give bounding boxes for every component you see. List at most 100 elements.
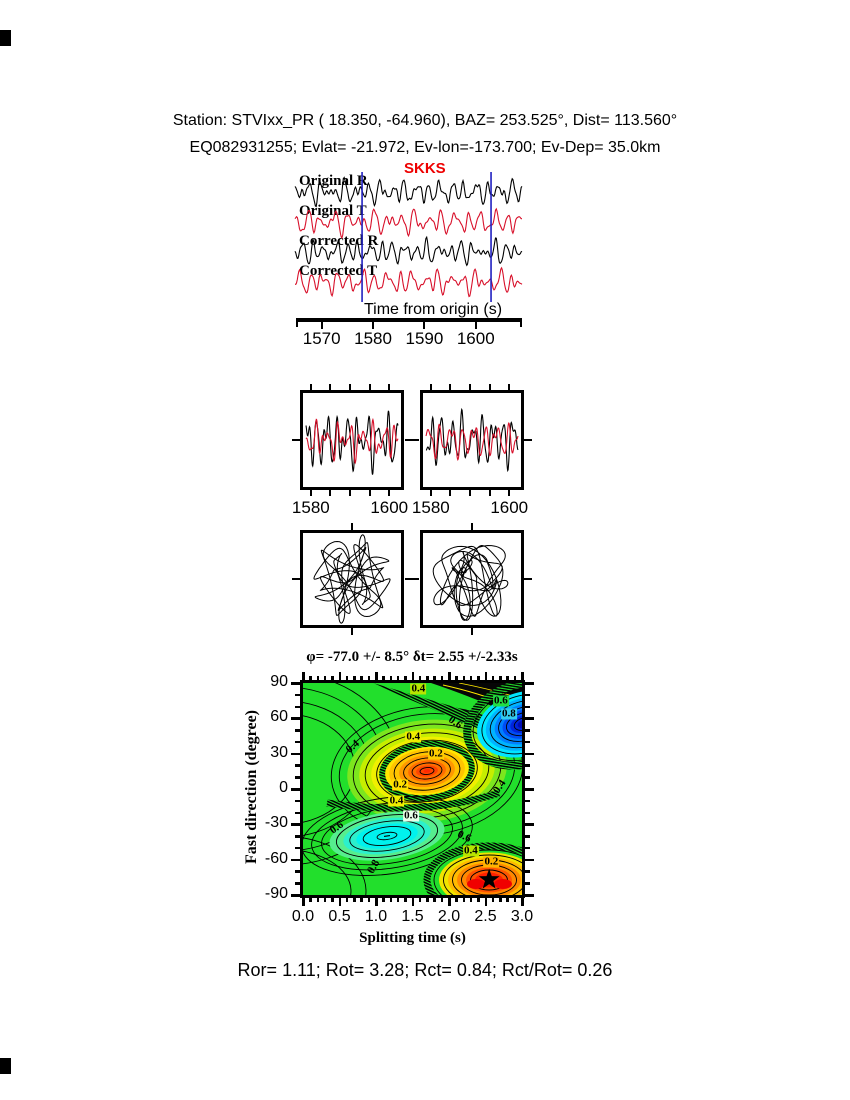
phase-label: SKKS — [404, 160, 446, 177]
event-header: EQ082931255; Evlat= -21.972, Ev-lon=-173… — [189, 139, 661, 156]
contour-y-tick — [295, 811, 300, 815]
contour-x-tick — [375, 898, 378, 906]
contour-x-tick — [345, 898, 349, 902]
contour-x-tick — [345, 676, 349, 680]
contour-x-tick — [426, 898, 429, 902]
contour-x-tick — [309, 676, 312, 680]
contour-y-tick — [291, 823, 300, 826]
contour-x-tick — [382, 676, 385, 680]
particle-motion-curve — [313, 534, 391, 624]
box-edge-tick — [329, 384, 332, 390]
contour-y-tick — [291, 717, 300, 720]
contour-y-tick — [525, 882, 530, 885]
contour-label-0.8: 0.8 — [364, 857, 382, 876]
contour-y-tick-label: 0 — [279, 779, 288, 796]
contour-label-0.4: 0.4 — [343, 737, 362, 756]
contour-x-tick — [404, 676, 407, 680]
particle-motion-curve — [432, 544, 509, 621]
box-edge-tick — [488, 490, 491, 496]
window-x-tick-label: 1580 — [411, 498, 450, 517]
contour-x-tick — [389, 676, 393, 680]
particle-motion-path — [432, 544, 509, 621]
quality-stats: Ror= 1.11; Rot= 3.28; Rct= 0.84; Rct/Rot… — [237, 960, 613, 980]
contour-y-tick — [525, 870, 530, 873]
contour-y-tick — [525, 717, 534, 720]
box-edge-tick — [388, 490, 391, 496]
window-x-tick-label: 1600 — [370, 498, 409, 517]
contour-x-tick — [331, 676, 334, 680]
contour-y-tick — [295, 729, 300, 732]
window-trace-red — [425, 422, 519, 461]
time-axis-tick — [474, 321, 477, 329]
contour-x-tick-label: 0.0 — [291, 908, 315, 925]
contour-x-tick — [389, 898, 393, 902]
waveform-corrected-t — [295, 266, 523, 298]
contour-label-0.6: 0.6 — [327, 818, 347, 837]
contour-x-tick — [499, 898, 502, 902]
windowed-waveform-box-corrected — [420, 390, 524, 490]
box-edge-tick — [349, 384, 352, 390]
contour-y-tick — [295, 799, 300, 803]
contour-x-tick — [396, 676, 400, 680]
contour-value-labels: 0.4 0.6 0.6 0.8 0.4 0.2 0.4 0.4 0.2 0.4 0.6 0.6 0.6 0… — [303, 683, 522, 895]
window-x-tick-label: 1580 — [291, 498, 330, 517]
contour-label-0.4: 0.4 — [388, 794, 405, 807]
box-center-tick — [471, 523, 473, 530]
box-edge-tick — [329, 490, 332, 496]
contour-plot: 0.4 0.6 0.6 0.8 0.4 0.2 0.4 0.4 0.2 0.4 0.6 0.6 0.6 0… — [300, 680, 525, 898]
seismogram-traces — [294, 172, 523, 302]
best-fit-star — [478, 868, 500, 889]
contour-label-0.8: 0.8 — [500, 707, 517, 720]
time-axis-tick-label: 1600 — [456, 329, 495, 348]
contour-label-0.6: 0.6 — [492, 694, 509, 707]
contour-x-tick — [382, 898, 385, 902]
contour-y-tick — [525, 846, 530, 850]
contour-x-tick — [411, 672, 414, 680]
contour-y-tick — [525, 682, 534, 685]
trace-label-corrected-t: Corrected T — [299, 263, 378, 279]
contour-x-tick — [455, 898, 458, 902]
time-axis-tick-label: 1570 — [302, 329, 341, 348]
contour-x-tick — [484, 898, 487, 906]
contour-x-tick — [506, 676, 509, 680]
box-edge-tick — [309, 490, 312, 496]
contour-y-tick-label: -60 — [264, 849, 288, 867]
contour-y-tick — [525, 693, 530, 697]
contour-x-tick — [491, 898, 495, 902]
contour-x-tick — [513, 898, 517, 902]
contour-title: φ= -77.0 +/- 8.5° δt= 2.55 +/-2.33s — [306, 649, 518, 665]
contour-x-tick — [426, 676, 429, 680]
contour-y-tick — [291, 788, 300, 791]
contour-x-tick — [499, 676, 502, 680]
time-axis-tick — [320, 321, 323, 329]
box-edge-tick — [449, 490, 452, 496]
contour-y-tick — [295, 740, 300, 744]
contour-x-tick — [440, 676, 444, 680]
trace-label-original-r: Original R — [299, 173, 368, 189]
contour-y-tick — [291, 858, 300, 862]
page-edge-mark-bottom — [0, 1058, 11, 1074]
page-edge-mark-top — [0, 30, 11, 46]
box-edge-tick — [429, 384, 432, 390]
box-side-tick — [524, 578, 532, 580]
time-axis-label: Time from origin (s) — [363, 301, 503, 318]
contour-label-0.2: 0.2 — [427, 747, 444, 760]
contour-x-tick — [316, 898, 320, 902]
box-edge-tick — [349, 490, 352, 496]
contour-x-tick — [455, 676, 458, 680]
contour-x-tick — [331, 898, 334, 902]
contour-y-tick — [525, 858, 534, 862]
contour-x-tick — [360, 898, 363, 902]
contour-x-tick — [469, 898, 473, 902]
contour-x-tick — [433, 898, 436, 902]
box-edge-tick — [309, 384, 312, 390]
contour-x-tick — [484, 672, 487, 680]
contour-low-cyan — [303, 796, 473, 876]
box-center-tick — [351, 628, 353, 635]
particle-motion-box-uncorrected — [300, 530, 404, 628]
box-edge-tick — [488, 384, 491, 390]
windowed-waveforms — [305, 410, 399, 475]
contour-x-tick — [309, 898, 312, 902]
box-edge-tick — [469, 384, 472, 390]
contour-x-tick — [477, 676, 480, 680]
